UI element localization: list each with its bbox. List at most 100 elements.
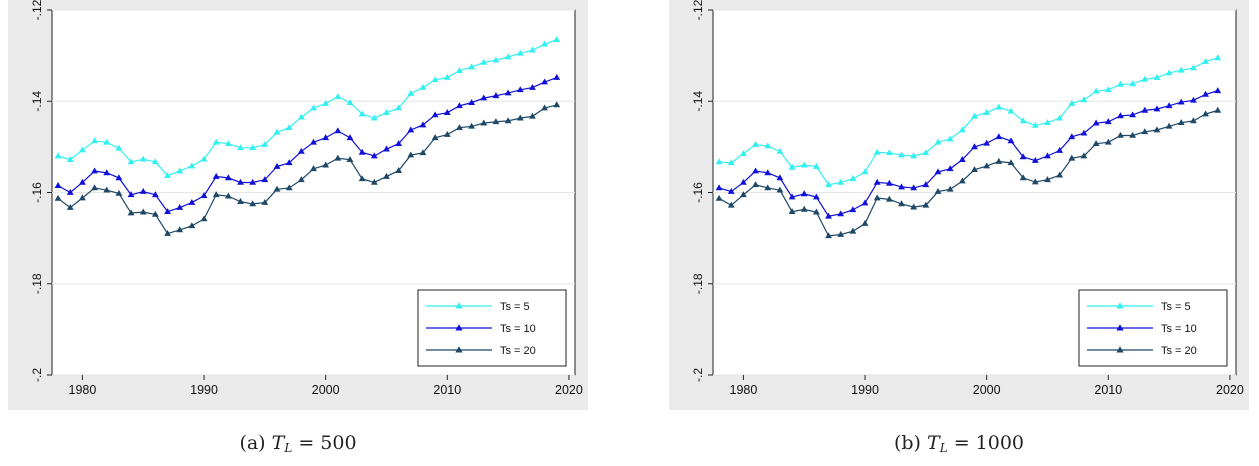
- data-point: [480, 58, 488, 65]
- data-point: [861, 219, 869, 226]
- data-point: [958, 177, 966, 184]
- data-point: [727, 201, 735, 208]
- data-point: [1019, 174, 1027, 181]
- data-point: [200, 192, 208, 199]
- data-point: [346, 156, 354, 162]
- y-tick-label: -.14: [30, 91, 44, 112]
- data-point: [553, 73, 561, 80]
- data-point: [322, 99, 330, 106]
- x-tick-label: 1990: [851, 383, 879, 397]
- data-point: [1007, 107, 1015, 114]
- data-point: [995, 157, 1003, 164]
- data-point: [322, 161, 330, 168]
- data-point: [873, 178, 881, 185]
- data-point: [971, 112, 978, 119]
- data-point: [115, 144, 123, 151]
- data-point: [407, 126, 415, 133]
- data-point: [395, 104, 403, 111]
- caption-b: (b) TL = 1000: [669, 432, 1249, 455]
- data-point: [1117, 112, 1124, 119]
- data-point: [1153, 105, 1161, 112]
- data-point: [370, 114, 378, 121]
- data-point: [54, 194, 62, 201]
- data-point: [873, 148, 881, 155]
- data-point: [553, 101, 561, 108]
- data-point: [1165, 102, 1173, 109]
- data-point: [1153, 73, 1161, 80]
- data-point: [66, 188, 74, 195]
- data-point: [78, 194, 86, 201]
- data-point: [922, 181, 930, 188]
- legend-label: Ts = 10: [1161, 323, 1197, 335]
- data-point: [1007, 137, 1015, 144]
- data-point: [715, 184, 723, 191]
- data-point: [1044, 119, 1051, 126]
- data-point: [1104, 138, 1112, 145]
- data-point: [541, 104, 549, 111]
- legend-marker: [455, 324, 463, 331]
- data-point: [788, 193, 796, 200]
- y-tick-label: -.16: [30, 182, 44, 203]
- x-tick-label: 2000: [973, 383, 1001, 397]
- data-point: [480, 119, 488, 126]
- caption-value: = 1000: [947, 432, 1025, 454]
- data-point: [468, 99, 476, 105]
- data-point: [91, 184, 98, 191]
- data-point: [188, 162, 196, 169]
- x-tick-label: 2020: [1216, 383, 1244, 397]
- data-point: [776, 147, 784, 154]
- data-point: [456, 102, 463, 109]
- data-point: [468, 63, 476, 70]
- data-point: [212, 191, 220, 198]
- data-point: [383, 145, 390, 152]
- data-point: [983, 162, 991, 169]
- x-tick-label: 2000: [312, 383, 340, 397]
- caption-a: (a) TL = 500: [8, 432, 588, 455]
- data-point: [849, 206, 857, 213]
- caption-prefix: (b): [893, 432, 927, 454]
- data-point: [1092, 140, 1100, 147]
- data-point: [419, 149, 427, 156]
- data-point: [285, 159, 293, 166]
- data-point: [456, 67, 463, 74]
- data-point: [752, 181, 759, 188]
- data-point: [383, 172, 390, 179]
- data-point: [443, 109, 451, 115]
- data-point: [237, 144, 244, 151]
- data-point: [115, 174, 123, 181]
- data-point: [261, 176, 269, 183]
- x-tick-label: 1980: [69, 383, 97, 397]
- data-point: [224, 192, 232, 199]
- caption-subscript: L: [284, 441, 293, 455]
- data-point: [237, 198, 244, 204]
- data-point: [541, 40, 549, 47]
- data-point: [529, 112, 536, 119]
- caption-prefix: (a): [239, 432, 272, 454]
- data-point: [176, 203, 184, 210]
- data-point: [788, 163, 796, 170]
- data-point: [837, 178, 845, 185]
- data-point: [1141, 75, 1149, 82]
- data-point: [1104, 118, 1112, 125]
- data-point: [66, 203, 74, 210]
- y-tick-label: -.12: [691, 0, 705, 20]
- data-point: [1080, 152, 1088, 159]
- data-point: [419, 121, 427, 128]
- data-point: [431, 111, 439, 118]
- data-point: [151, 210, 159, 217]
- data-point: [739, 191, 747, 198]
- data-point: [127, 158, 135, 165]
- caption-value: = 500: [292, 432, 357, 454]
- y-tick-label: -.14: [691, 91, 705, 112]
- data-point: [395, 140, 403, 147]
- data-point: [739, 178, 747, 185]
- data-point: [334, 93, 342, 100]
- x-tick-label: 1980: [730, 383, 758, 397]
- data-point: [468, 122, 476, 129]
- data-point: [139, 208, 147, 215]
- data-point: [249, 200, 257, 207]
- data-point: [800, 161, 808, 168]
- data-point: [504, 117, 512, 124]
- data-point: [310, 104, 317, 111]
- data-point: [78, 178, 86, 185]
